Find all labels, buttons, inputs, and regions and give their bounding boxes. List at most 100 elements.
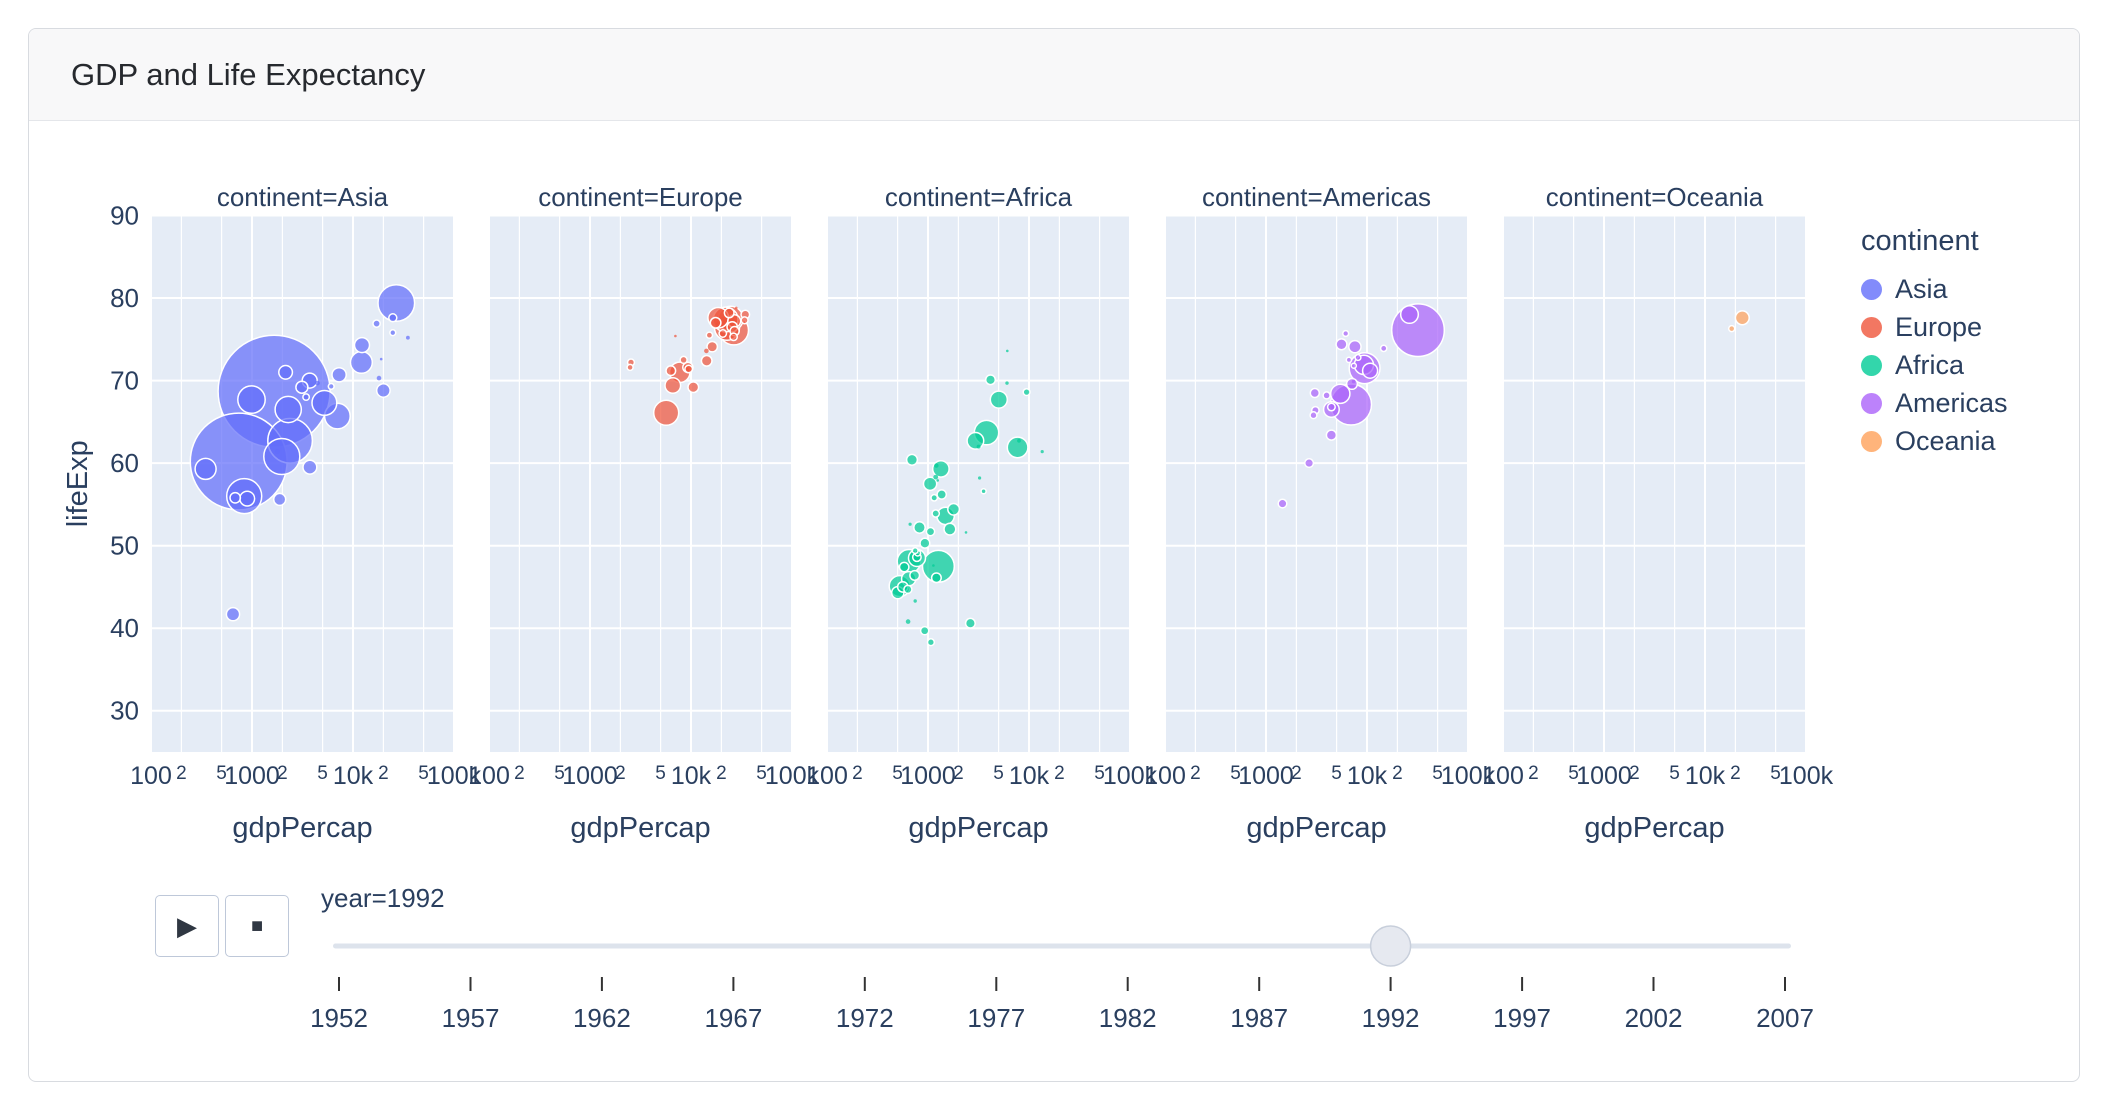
bubble[interactable] (275, 449, 280, 454)
bubble[interactable] (1381, 345, 1387, 351)
bubble[interactable] (665, 378, 681, 394)
bubble[interactable] (332, 368, 346, 382)
bubble[interactable] (1310, 412, 1317, 419)
bubble[interactable] (701, 356, 712, 367)
facet-panel-europe[interactable] (489, 216, 792, 753)
bubble[interactable] (275, 396, 301, 422)
bubble[interactable] (389, 314, 397, 322)
bubble[interactable] (909, 523, 912, 526)
bubble[interactable] (377, 384, 390, 397)
bubble[interactable] (1041, 450, 1044, 453)
bubble[interactable] (741, 317, 748, 324)
bubble[interactable] (238, 386, 265, 413)
bubble[interactable] (240, 491, 255, 506)
bubble[interactable] (1347, 379, 1358, 390)
bubble[interactable] (719, 330, 726, 337)
bubble[interactable] (710, 318, 721, 329)
bubble[interactable] (1343, 331, 1349, 337)
bubble[interactable] (1305, 459, 1314, 468)
bubble[interactable] (1351, 363, 1356, 368)
bubble[interactable] (380, 358, 383, 361)
bubble[interactable] (264, 439, 300, 475)
bubble[interactable] (303, 460, 317, 474)
bubble[interactable] (1326, 430, 1336, 440)
bubble[interactable] (390, 330, 396, 336)
bubble[interactable] (1336, 339, 1347, 350)
bubble[interactable] (730, 333, 737, 340)
bubble[interactable] (279, 366, 293, 380)
slider-track[interactable] (333, 944, 1791, 949)
slider-handle[interactable] (1371, 926, 1411, 966)
bubble[interactable] (926, 528, 934, 536)
bubble[interactable] (1355, 355, 1361, 361)
bubble[interactable] (912, 548, 918, 554)
bubble[interactable] (948, 504, 960, 516)
legend-item-asia[interactable]: Asia (1861, 270, 2008, 308)
bubble[interactable] (373, 320, 380, 327)
bubble[interactable] (907, 454, 918, 465)
bubble[interactable] (680, 356, 687, 363)
bubble[interactable] (932, 573, 942, 583)
bubble[interactable] (921, 627, 929, 635)
bubble[interactable] (914, 522, 925, 533)
bubble[interactable] (685, 365, 693, 373)
bubble[interactable] (351, 352, 373, 374)
bubble[interactable] (933, 461, 949, 477)
bubble[interactable] (666, 366, 676, 376)
bubble[interactable] (1735, 311, 1749, 325)
bubble[interactable] (1328, 403, 1336, 411)
bubble[interactable] (1323, 392, 1330, 399)
bubble[interactable] (966, 618, 976, 628)
bubble[interactable] (627, 364, 633, 370)
legend-item-africa[interactable]: Africa (1861, 346, 2008, 384)
bubble[interactable] (1005, 381, 1008, 384)
bubble[interactable] (977, 445, 981, 449)
bubble[interactable] (934, 463, 938, 467)
bubble[interactable] (1349, 341, 1361, 353)
bubble[interactable] (1352, 380, 1356, 384)
bubble[interactable] (1006, 350, 1009, 353)
bubble[interactable] (195, 458, 216, 479)
bubble[interactable] (933, 475, 938, 480)
bubble[interactable] (274, 493, 286, 505)
bubble[interactable] (735, 307, 738, 310)
bubble[interactable] (1401, 306, 1419, 324)
bubble[interactable] (674, 335, 677, 338)
bubble[interactable] (296, 381, 308, 393)
bubble[interactable] (230, 493, 240, 503)
bubble[interactable] (928, 639, 935, 646)
bubble[interactable] (226, 608, 239, 621)
legend-item-europe[interactable]: Europe (1861, 308, 2008, 346)
bubble[interactable] (315, 381, 320, 386)
legend-item-oceania[interactable]: Oceania (1861, 422, 2008, 460)
bubble[interactable] (1278, 499, 1287, 508)
bubble[interactable] (965, 531, 968, 534)
bubble[interactable] (355, 338, 370, 353)
bubble[interactable] (978, 476, 981, 479)
bubble[interactable] (1310, 389, 1319, 398)
bubble[interactable] (688, 382, 699, 393)
bubble[interactable] (328, 384, 334, 390)
bubble[interactable] (303, 394, 309, 400)
bubble[interactable] (932, 564, 935, 567)
bubble[interactable] (990, 391, 1007, 408)
bubble[interactable] (931, 495, 937, 501)
bubble[interactable] (981, 489, 986, 494)
legend-item-americas[interactable]: Americas (1861, 384, 2008, 422)
bubble[interactable] (312, 391, 337, 416)
bubble[interactable] (904, 585, 912, 593)
facet-panel-africa[interactable] (827, 216, 1130, 753)
bubble[interactable] (920, 538, 930, 548)
bubble[interactable] (706, 332, 712, 338)
bubble[interactable] (900, 562, 909, 571)
bubble[interactable] (1023, 389, 1030, 396)
bubble[interactable] (906, 619, 911, 624)
bubble[interactable] (1017, 439, 1021, 443)
bubble[interactable] (724, 308, 734, 318)
facet-panel-oceania[interactable] (1503, 216, 1806, 753)
bubble[interactable] (1346, 357, 1351, 362)
bubble[interactable] (914, 599, 917, 602)
bubble[interactable] (704, 349, 709, 354)
bubble[interactable] (967, 433, 984, 450)
bubble[interactable] (944, 523, 956, 535)
